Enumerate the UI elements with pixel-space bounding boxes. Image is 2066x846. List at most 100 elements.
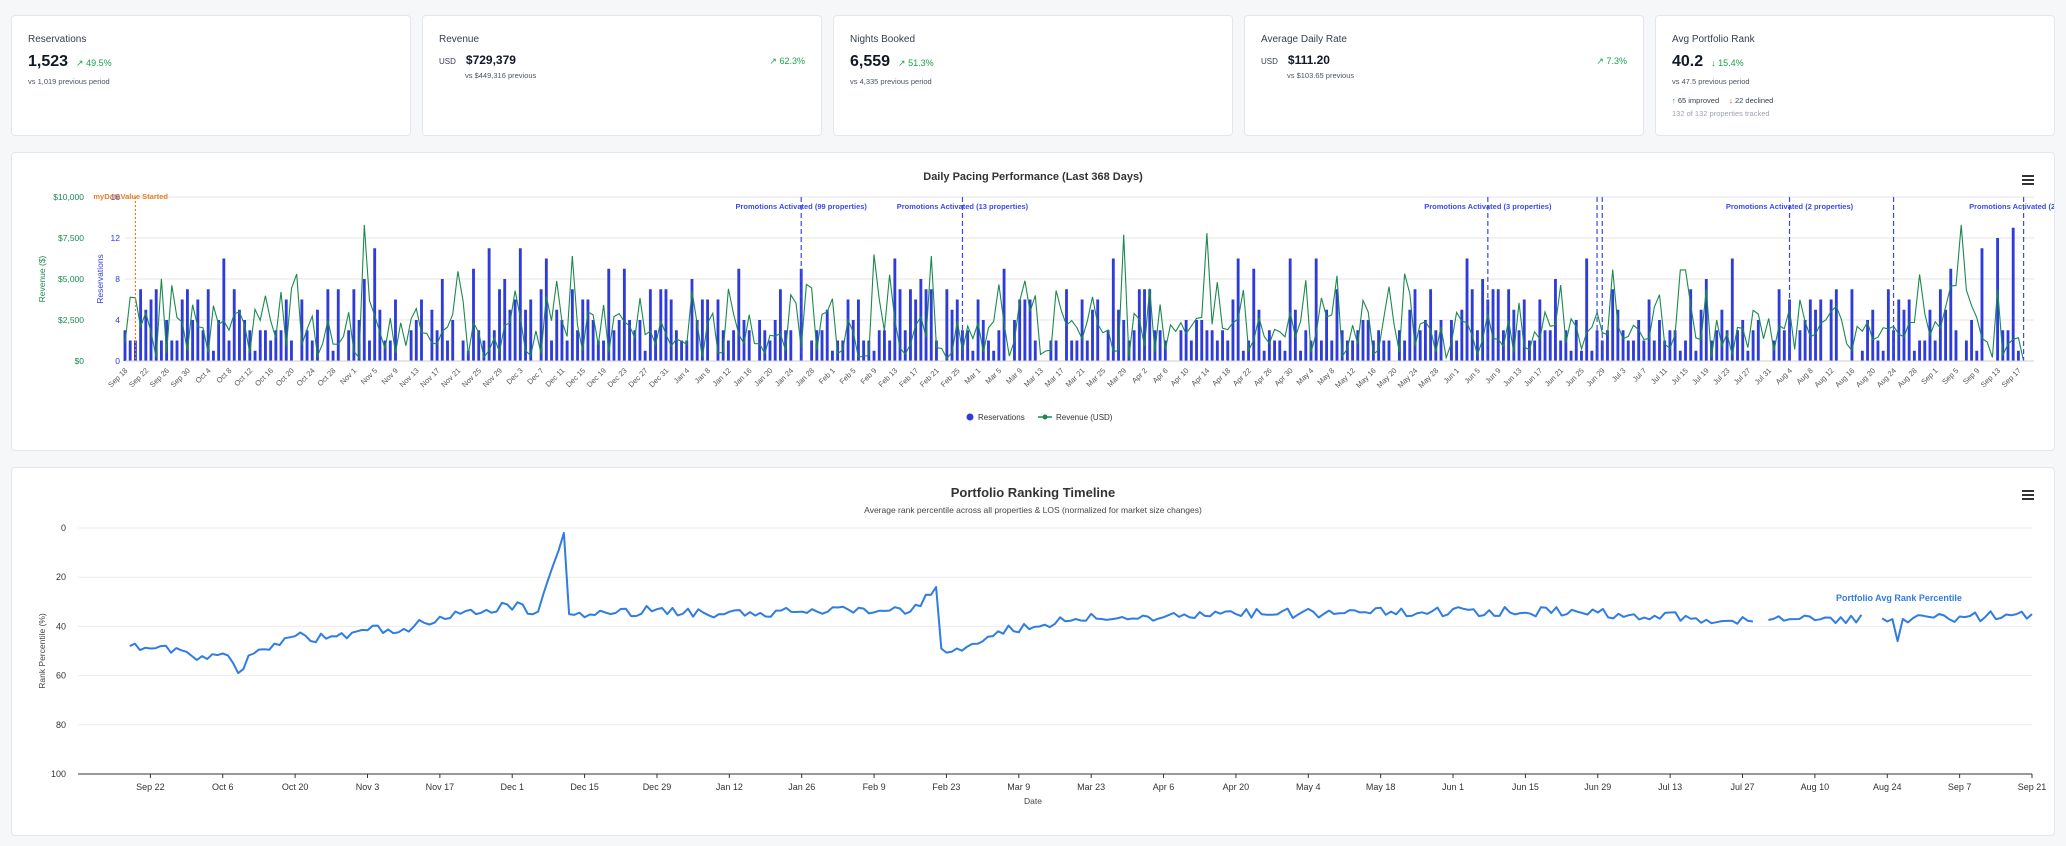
- reservation-bar[interactable]: [518, 248, 522, 361]
- reservation-bar[interactable]: [1881, 350, 1885, 361]
- reservation-bar[interactable]: [1475, 330, 1479, 361]
- reservation-bar[interactable]: [201, 330, 205, 361]
- reservation-bar[interactable]: [1949, 268, 1953, 361]
- reservation-bar[interactable]: [877, 330, 881, 361]
- reservation-bar[interactable]: [1923, 340, 1927, 362]
- reservation-bar[interactable]: [1148, 289, 1152, 361]
- reservation-bar[interactable]: [1377, 330, 1381, 361]
- reservation-bar[interactable]: [914, 299, 918, 362]
- reservation-bar[interactable]: [1746, 350, 1750, 361]
- reservation-bar[interactable]: [492, 330, 496, 361]
- reservation-bar[interactable]: [1886, 289, 1890, 361]
- reservation-bar[interactable]: [1954, 330, 1958, 361]
- reservation-bar[interactable]: [123, 330, 127, 361]
- reservation-bar[interactable]: [446, 340, 449, 362]
- reservation-bar[interactable]: [451, 320, 455, 361]
- reservation-bar[interactable]: [211, 350, 215, 361]
- reservation-bar[interactable]: [1860, 350, 1864, 361]
- reservation-bar[interactable]: [331, 350, 335, 361]
- reservation-bar[interactable]: [581, 299, 585, 362]
- reservation-bar[interactable]: [768, 340, 772, 362]
- reservation-bar[interactable]: [893, 258, 897, 362]
- reservation-bar[interactable]: [1486, 299, 1490, 362]
- reservation-bar[interactable]: [1736, 330, 1739, 361]
- reservation-bar[interactable]: [997, 330, 1001, 361]
- reservation-bar[interactable]: [966, 330, 970, 361]
- reservation-bar[interactable]: [1803, 320, 1807, 361]
- reservation-bar[interactable]: [1210, 330, 1214, 361]
- reservation-bar[interactable]: [758, 320, 762, 361]
- reservation-bar[interactable]: [1528, 340, 1531, 362]
- reservation-bar[interactable]: [1585, 258, 1589, 362]
- reservation-bar[interactable]: [1626, 340, 1630, 362]
- reservation-bar[interactable]: [612, 330, 616, 361]
- reservation-bar[interactable]: [1496, 289, 1500, 361]
- reservation-bar[interactable]: [1403, 340, 1407, 362]
- reservation-bar[interactable]: [1195, 320, 1198, 361]
- reservation-bar[interactable]: [576, 330, 579, 361]
- reservation-bar[interactable]: [987, 340, 990, 362]
- reservation-bar[interactable]: [524, 309, 527, 361]
- reservation-bar[interactable]: [1418, 330, 1422, 361]
- reservation-bar[interactable]: [1678, 350, 1682, 361]
- reservation-bar[interactable]: [596, 340, 600, 362]
- reservation-bar[interactable]: [1876, 340, 1880, 362]
- chart-menu-icon[interactable]: [2022, 175, 2034, 185]
- reservation-bar[interactable]: [924, 289, 928, 361]
- reservation-bar[interactable]: [529, 299, 533, 362]
- reservation-bar[interactable]: [316, 309, 319, 361]
- reservation-bar[interactable]: [336, 289, 340, 361]
- reservation-bar[interactable]: [435, 330, 439, 361]
- reservation-bar[interactable]: [1413, 289, 1417, 361]
- reservation-bar[interactable]: [274, 330, 278, 361]
- reservation-bar[interactable]: [1351, 340, 1355, 362]
- reservation-bar[interactable]: [909, 289, 912, 361]
- reservation-bar[interactable]: [955, 299, 959, 362]
- reservation-bar[interactable]: [284, 299, 288, 362]
- legend-item-reservations[interactable]: Reservations: [978, 413, 1025, 422]
- reservation-bar[interactable]: [1200, 320, 1204, 361]
- reservation-bar[interactable]: [191, 320, 195, 361]
- reservation-bar[interactable]: [352, 289, 356, 361]
- reservation-bar[interactable]: [1658, 320, 1661, 361]
- reservation-bar[interactable]: [279, 330, 283, 361]
- reservation-bar[interactable]: [1085, 340, 1089, 362]
- kpi-card-revenue[interactable]: Revenue USD $729,379 ↗ 62.3% vs $449,316…: [422, 15, 822, 136]
- reservation-bar[interactable]: [243, 320, 247, 361]
- reservation-bar[interactable]: [1460, 309, 1464, 361]
- reservation-bar[interactable]: [1918, 340, 1921, 362]
- reservation-bar[interactable]: [466, 350, 470, 361]
- reservation-bar[interactable]: [1866, 320, 1869, 361]
- reservation-bar[interactable]: [1179, 330, 1183, 361]
- reservation-bar[interactable]: [185, 289, 189, 361]
- reservation-bar[interactable]: [1533, 340, 1537, 362]
- reservation-bar[interactable]: [789, 330, 793, 361]
- reservation-bar[interactable]: [1538, 299, 1542, 362]
- reservation-bar[interactable]: [685, 340, 689, 362]
- reservation-bar[interactable]: [269, 340, 273, 362]
- reservation-bar[interactable]: [602, 340, 605, 362]
- reservation-bar[interactable]: [981, 320, 985, 361]
- reservation-bar[interactable]: [482, 340, 486, 362]
- reservation-bar[interactable]: [305, 330, 309, 361]
- reservation-bar[interactable]: [945, 289, 949, 361]
- reservation-bar[interactable]: [851, 320, 855, 361]
- reservation-bar[interactable]: [1694, 350, 1698, 361]
- reservation-bar[interactable]: [1543, 330, 1547, 361]
- reservation-bar[interactable]: [2016, 350, 2020, 361]
- reservation-bar[interactable]: [1715, 330, 1719, 361]
- reservation-bar[interactable]: [1434, 330, 1438, 361]
- reservation-bar[interactable]: [1725, 330, 1729, 361]
- reservation-bar[interactable]: [1933, 340, 1937, 362]
- reservation-bar[interactable]: [1819, 299, 1823, 362]
- reservation-bar[interactable]: [726, 340, 730, 362]
- reservation-bar[interactable]: [461, 340, 465, 362]
- reservation-bar[interactable]: [841, 340, 845, 362]
- reservation-bar[interactable]: [1751, 330, 1755, 361]
- reservation-bar[interactable]: [1522, 299, 1526, 362]
- reservation-bar[interactable]: [165, 320, 169, 361]
- reservation-bar[interactable]: [1564, 330, 1568, 361]
- reservation-bar[interactable]: [617, 320, 621, 361]
- reservation-bar[interactable]: [175, 340, 179, 362]
- reservation-bar[interactable]: [1871, 309, 1875, 361]
